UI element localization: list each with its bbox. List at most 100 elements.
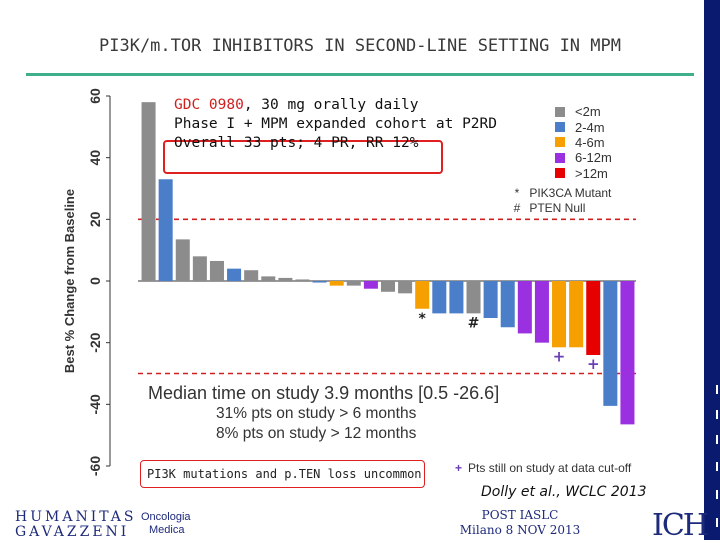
slide-title: PI3K/m.TOR INHIBITORS IN SECOND-LINE SET…	[99, 36, 621, 56]
waterfall-bar	[466, 281, 481, 314]
waterfall-bar	[449, 281, 464, 314]
edge-tick	[716, 490, 718, 499]
event-line: POST IASLC	[481, 508, 559, 522]
legend-label: 4-6m	[575, 134, 605, 150]
waterfall-bar	[483, 281, 498, 318]
waterfall-bar	[312, 281, 327, 283]
waterfall-bar	[175, 239, 190, 281]
waterfall-bar	[380, 281, 396, 292]
humanitas-logo: HUMANITAS GAVAZZENI	[15, 510, 137, 540]
legend-label: >12m	[575, 165, 608, 181]
logo-line: GAVAZZENI	[15, 524, 130, 540]
legend-label: 6-12m	[575, 150, 612, 166]
legend-swatch	[555, 122, 565, 133]
bar-marker: #	[468, 315, 480, 331]
waterfall-bar	[192, 256, 207, 281]
six-month-text: 31% pts on study > 6 months	[216, 405, 417, 422]
median-time-text: Median time on study 3.9 months [0.5 -26…	[148, 383, 500, 403]
citation: Dolly et al., WCLC 2013	[481, 484, 647, 500]
y-tick-label: -60	[87, 456, 103, 476]
title-divider	[26, 73, 694, 76]
waterfall-bar	[209, 260, 224, 281]
edge-tick	[716, 462, 718, 471]
legend-item: 2-4m	[555, 119, 612, 135]
legend-swatch	[555, 152, 565, 163]
study-summary: Median time on study 3.9 months [0.5 -26…	[148, 383, 499, 444]
waterfall-bar	[295, 279, 310, 281]
waterfall-bar	[398, 281, 413, 294]
waterfall-bar	[244, 270, 259, 281]
legend-swatch	[555, 168, 565, 179]
waterfall-bar	[415, 281, 430, 309]
right-edge-bar	[704, 0, 720, 540]
bar-marker: +	[587, 355, 600, 373]
duration-legend: <2m 2-4m 4-6m 6-12m >12m	[555, 104, 612, 181]
waterfall-bar	[552, 281, 567, 348]
y-axis-label: Best % Change from Baseline	[62, 189, 77, 373]
logo-line: HUMANITAS	[15, 509, 137, 525]
legend-marker-label: PIK3CA Mutant	[529, 186, 612, 200]
legend-marker-label: PTEN Null	[529, 201, 586, 215]
drug-name: GDC 0980	[174, 97, 244, 113]
waterfall-bar	[534, 281, 549, 343]
cutoff-label: Pts still on study at data cut-off	[468, 461, 632, 475]
edge-tick	[716, 385, 718, 394]
edge-tick	[716, 435, 718, 444]
waterfall-bar	[363, 281, 378, 289]
twelve-month-text: 8% pts on study > 12 months	[216, 425, 417, 442]
bar-marker: +	[553, 347, 566, 365]
dose-text: , 30 mg orally daily	[243, 97, 419, 113]
waterfall-bar	[141, 102, 156, 282]
waterfall-bar	[329, 281, 344, 286]
waterfall-bar	[620, 281, 635, 425]
legend-item: 4-6m	[555, 135, 612, 150]
phase-text: Phase I + MPM expanded cohort at P2RD	[174, 116, 498, 132]
waterfall-bar	[569, 281, 584, 348]
marker-legend: * PIK3CA Mutant # PTEN Null	[508, 186, 612, 216]
legend-swatch	[555, 137, 565, 148]
waterfall-bar	[500, 281, 515, 328]
legend-marker-item: # PTEN Null	[508, 201, 611, 216]
waterfall-bar	[432, 281, 447, 314]
dept-line: Oncologia	[141, 511, 191, 523]
legend-item: 6-12m	[555, 150, 612, 165]
ich-logo: ICH	[652, 508, 709, 543]
y-tick-label: 20	[87, 211, 103, 227]
mutation-note: PI3K mutations and p.TEN loss uncommon	[140, 460, 425, 488]
legend-item: >12m	[555, 166, 612, 181]
study-info: GDC 0980, 30 mg orally daily Phase I + M…	[174, 96, 497, 153]
department-label: Oncologia Medica	[141, 511, 191, 537]
overall-text: Overall 33 pts; 4 PR, RR 12%	[174, 135, 419, 151]
waterfall-bar	[278, 277, 293, 281]
waterfall-bar	[346, 281, 361, 286]
y-tick-label: 0	[87, 277, 103, 285]
chart-axis: 60 40 20 0 -20 -40 -60 Best % Change from Basel…	[62, 88, 111, 476]
y-tick-label: 40	[87, 150, 103, 166]
event-label: POST IASLC Milano 8 NOV 2013	[455, 508, 585, 538]
legend-marker-item: * PIK3CA Mutant	[508, 186, 612, 201]
cutoff-legend: + Pts still on study at data cut-off	[455, 461, 631, 475]
y-tick-label: -20	[87, 332, 103, 352]
y-tick-label: 60	[87, 88, 103, 104]
study-highlight-box	[163, 140, 443, 174]
waterfall-bar	[261, 276, 276, 281]
waterfall-bar	[517, 281, 532, 334]
waterfall-bar	[586, 281, 601, 355]
legend-swatch	[555, 106, 565, 117]
legend-item: <2m	[555, 104, 612, 119]
edge-tick	[716, 518, 718, 527]
cutoff-symbol: +	[455, 461, 463, 475]
legend-label: <2m	[575, 104, 601, 120]
dept-line: Medica	[149, 524, 185, 536]
legend-marker-symbol: *	[514, 186, 520, 200]
y-tick-label: -40	[87, 394, 103, 414]
edge-tick	[716, 410, 718, 419]
event-line: Milano 8 NOV 2013	[459, 523, 581, 537]
waterfall-bar	[227, 268, 242, 281]
bar-marker: *	[419, 311, 427, 327]
waterfall-bar	[603, 281, 618, 406]
legend-marker-symbol: #	[513, 201, 521, 215]
legend-label: 2-4m	[575, 119, 605, 135]
chart-bars: * #+ +	[141, 102, 635, 425]
